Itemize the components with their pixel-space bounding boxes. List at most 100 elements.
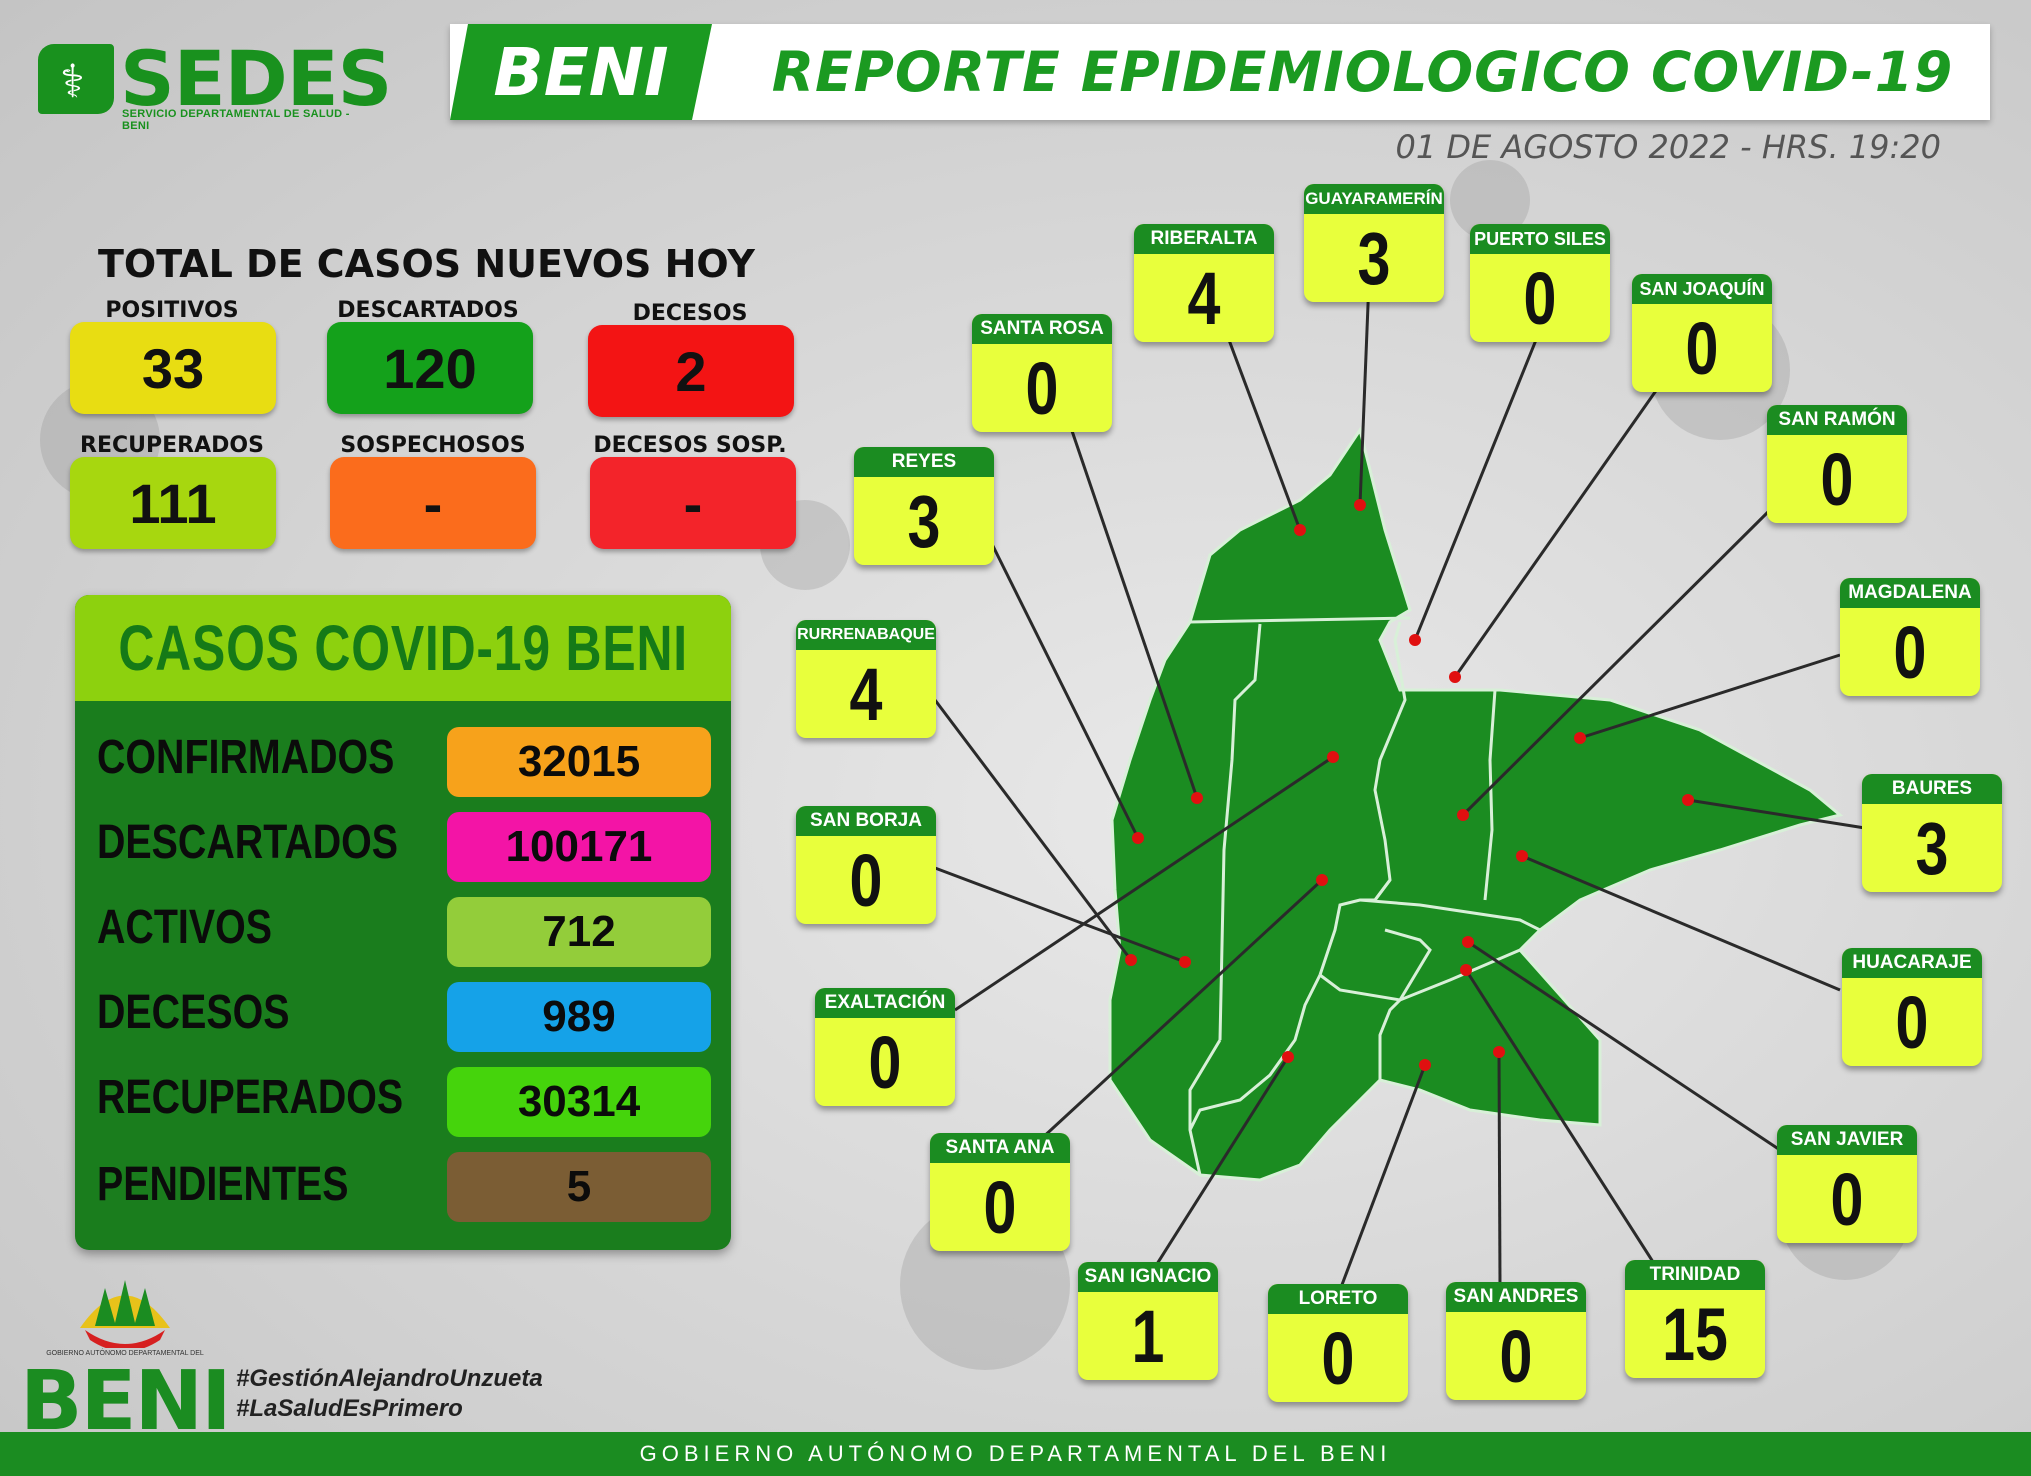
card-rurrenabaque: RURRENABAQUE 4: [796, 620, 936, 738]
stat-value-descartados: 120: [327, 322, 533, 414]
stat-label-descartados: DESCARTADOS: [337, 298, 519, 323]
card-name: RURRENABAQUE: [796, 620, 936, 650]
card-value: 0: [983, 1165, 1017, 1249]
sedes-logo-subtitle: SERVICIO DEPARTAMENTAL DE SALUD - BENI: [122, 108, 350, 132]
stat-label-sospechosos: SOSPECHOSOS: [340, 433, 526, 458]
card-value: 1: [1131, 1294, 1165, 1378]
card-santa-ana: SANTA ANA 0: [930, 1133, 1070, 1251]
sunrise-emblem-icon: [80, 1280, 170, 1348]
card-name: EXALTACIÓN: [815, 988, 955, 1018]
region-tab-label: BENI: [493, 33, 669, 111]
caduceus-icon: ⚕: [38, 44, 114, 114]
row-label-pendientes: PENDIENTES: [97, 1158, 349, 1211]
card-value: 0: [868, 1020, 902, 1104]
footer-bar: GOBIERNO AUTÓNOMO DEPARTAMENTAL DEL BENI: [0, 1432, 2031, 1476]
card-name: SAN JOAQUÍN: [1632, 274, 1772, 304]
report-title: REPORTE EPIDEMIOLOGICO COVID-19: [771, 40, 1954, 104]
card-name: SAN RAMÓN: [1767, 405, 1907, 435]
hashtag-1: #GestiónAlejandroUnzueta: [236, 1365, 543, 1392]
card-san-ramon: SAN RAMÓN 0: [1767, 405, 1907, 523]
card-name: HUACARAJE: [1842, 948, 1982, 978]
row-label-decesos: DECESOS: [97, 986, 290, 1039]
row-label-confirmados: CONFIRMADOS: [97, 731, 395, 784]
card-san-ignacio: SAN IGNACIO 1: [1078, 1262, 1218, 1380]
sedes-logo-word: SEDES: [120, 34, 392, 123]
row-value-confirmados: 32015: [447, 727, 711, 797]
card-name: SAN IGNACIO: [1078, 1262, 1218, 1292]
card-magdalena: MAGDALENA 0: [1840, 578, 1980, 696]
card-value: 3: [1915, 806, 1949, 890]
card-san-andres: SAN ANDRES 0: [1446, 1282, 1586, 1400]
leader-lines: [933, 254, 1866, 1291]
card-value: 0: [1895, 980, 1929, 1064]
stat-label-recuperados: RECUPERADOS: [80, 433, 264, 458]
stat-value-decesos-sosp: -: [590, 457, 796, 549]
stat-value-recuperados: 111: [70, 457, 276, 549]
card-name: BAURES: [1862, 774, 2002, 804]
card-san-javier: SAN JAVIER 0: [1777, 1125, 1917, 1243]
card-name: SAN BORJA: [796, 806, 936, 836]
card-santa-rosa: SANTA ROSA 0: [972, 314, 1112, 432]
footer-text: GOBIERNO AUTÓNOMO DEPARTAMENTAL DEL BENI: [639, 1441, 1392, 1466]
card-san-borja: SAN BORJA 0: [796, 806, 936, 924]
card-name: MAGDALENA: [1840, 578, 1980, 608]
card-name: SANTA ANA: [930, 1133, 1070, 1163]
row-value-pendientes: 5: [447, 1152, 711, 1222]
stat-value-positivos: 33: [70, 322, 276, 414]
card-value: 0: [849, 838, 883, 922]
stat-label-positivos: POSITIVOS: [105, 298, 239, 323]
card-baures: BAURES 3: [1862, 774, 2002, 892]
row-value-decesos: 989: [447, 982, 711, 1052]
card-name: SAN JAVIER: [1777, 1125, 1917, 1155]
row-label-descartados: DESCARTADOS: [97, 816, 399, 869]
covid-summary-panel: CASOS COVID-19 BENI CONFIRMADOS 32015 DE…: [75, 595, 731, 1250]
card-value: 3: [907, 479, 941, 563]
card-trinidad: TRINIDAD 15: [1625, 1260, 1765, 1378]
card-name: RIBERALTA: [1134, 224, 1274, 254]
row-value-recuperados: 30314: [447, 1067, 711, 1137]
row-value-activos: 712: [447, 897, 711, 967]
card-reyes: REYES 3: [854, 447, 994, 565]
card-value: 0: [1893, 610, 1927, 694]
card-value: 4: [849, 652, 883, 736]
card-value: 3: [1357, 216, 1391, 300]
card-value: 15: [1662, 1292, 1728, 1376]
stat-value-decesos: 2: [588, 325, 794, 417]
row-value-descartados: 100171: [447, 812, 711, 882]
card-value: 0: [1830, 1157, 1864, 1241]
card-huacaraje: HUACARAJE 0: [1842, 948, 1982, 1066]
card-san-joaquin: SAN JOAQUÍN 0: [1632, 274, 1772, 392]
panel-title: CASOS COVID-19 BENI: [118, 612, 688, 684]
totals-title: TOTAL DE CASOS NUEVOS HOY: [98, 242, 755, 286]
gov-logo-small-text: GOBIERNO AUTÓNOMO DEPARTAMENTAL DEL: [46, 1350, 204, 1357]
region-tab: BENI: [450, 24, 712, 120]
card-name: GUAYARAMERÍN: [1304, 184, 1444, 214]
municipality-dots: [1125, 499, 1694, 1071]
card-name: SANTA ROSA: [972, 314, 1112, 344]
card-name: TRINIDAD: [1625, 1260, 1765, 1290]
stat-label-decesos-sosp: DECESOS SOSP.: [593, 433, 787, 458]
card-value: 0: [1321, 1316, 1355, 1400]
card-value: 0: [1025, 346, 1059, 430]
hashtag-2: #LaSaludEsPrimero: [236, 1395, 463, 1422]
card-guayaramerin: GUAYARAMERÍN 3: [1304, 184, 1444, 302]
row-label-recuperados: RECUPERADOS: [97, 1071, 404, 1124]
card-value: 0: [1685, 306, 1719, 390]
card-name: SAN ANDRES: [1446, 1282, 1586, 1312]
card-riberalta: RIBERALTA 4: [1134, 224, 1274, 342]
stat-value-sospechosos: -: [330, 457, 536, 549]
panel-header: CASOS COVID-19 BENI: [75, 595, 731, 701]
card-name: PUERTO SILES: [1470, 224, 1610, 254]
card-value: 0: [1820, 437, 1854, 521]
map-internal-borders: [1188, 616, 1541, 1176]
row-label-activos: ACTIVOS: [97, 901, 272, 954]
card-exaltacion: EXALTACIÓN 0: [815, 988, 955, 1106]
card-value: 0: [1523, 256, 1557, 340]
sedes-logo: ⚕ SEDES SERVICIO DEPARTAMENTAL DE SALUD …: [38, 34, 392, 132]
gobierno-beni-logo: GOBIERNO AUTÓNOMO DEPARTAMENTAL DEL BENI: [20, 1268, 232, 1449]
card-loreto: LORETO 0: [1268, 1284, 1408, 1402]
report-date: 01 DE AGOSTO 2022 - HRS. 19:20: [1395, 128, 1941, 166]
card-name: REYES: [854, 447, 994, 477]
card-value: 4: [1187, 256, 1221, 340]
